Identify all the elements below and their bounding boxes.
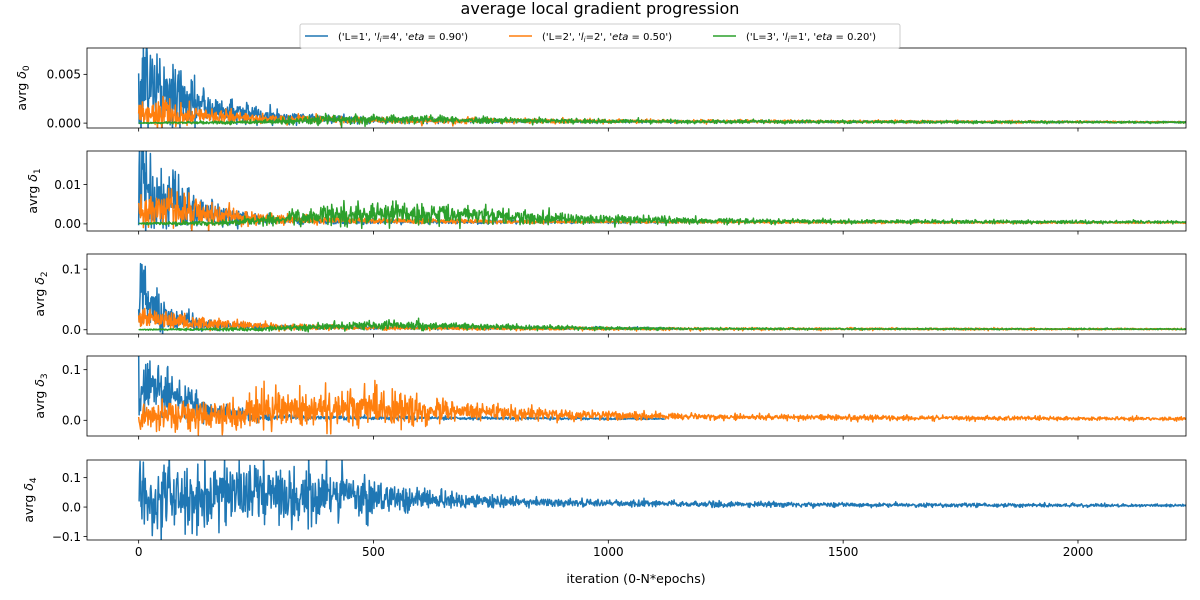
panel-1: 0.00 0.01 avrg δ1 bbox=[25, 150, 1187, 235]
x-axis-label: iteration (0-N*epochs) bbox=[566, 571, 705, 586]
series-line-3 bbox=[138, 199, 1186, 230]
legend-entry-3: ('L=3', 'li=1', 'eta = 0.20') bbox=[713, 32, 876, 44]
x-tick-label: 0 bbox=[135, 545, 143, 559]
axes-frame bbox=[86, 150, 1187, 232]
y-tick-label: −0.1 bbox=[52, 530, 81, 544]
y-tick-label: 0.000 bbox=[47, 116, 81, 130]
series-line-2 bbox=[137, 379, 1186, 436]
legend-label: ('L=2', 'li=2', 'eta = 0.50') bbox=[542, 32, 672, 44]
series-line-1 bbox=[138, 460, 1186, 540]
legend: ('L=1', 'li=4', 'eta = 0.90') ('L=2', 'li… bbox=[299, 23, 901, 49]
legend-label: ('L=3', 'li=1', 'eta = 0.20') bbox=[746, 32, 876, 44]
legend-label: ('L=1', 'li=4', 'eta = 0.90') bbox=[338, 32, 468, 44]
y-axis-label: avrg δ3 bbox=[32, 373, 50, 418]
legend-entry-1: ('L=1', 'li=4', 'eta = 0.90') bbox=[305, 32, 468, 44]
x-tick-label: 500 bbox=[362, 545, 385, 559]
y-tick-label: 0.1 bbox=[62, 471, 81, 485]
y-axis-label: avrg δ0 bbox=[14, 65, 32, 111]
x-tick-label: 1500 bbox=[828, 545, 859, 559]
chart-title: average local gradient progression bbox=[461, 0, 740, 18]
legend-box bbox=[299, 23, 901, 49]
series-line-3 bbox=[138, 317, 1186, 333]
y-tick-label: 0.1 bbox=[62, 262, 81, 276]
panel-4: −0.1 0.0 0.1 0 500 1000 1500 2000 avrg δ4 bbox=[21, 459, 1187, 559]
y-tick-label: 0.0 bbox=[62, 500, 81, 514]
panel-0: 0.000 0.005 avrg δ0 bbox=[14, 47, 1187, 132]
y-tick-label: 0.005 bbox=[47, 68, 81, 82]
legend-entry-2: ('L=2', 'li=2', 'eta = 0.50') bbox=[509, 32, 672, 44]
y-axis-label: avrg δ2 bbox=[32, 271, 50, 316]
y-tick-label: 0.1 bbox=[62, 363, 81, 377]
axes-frame bbox=[86, 355, 1187, 437]
panel-3: 0.0 0.1 avrg δ3 bbox=[32, 355, 1187, 440]
y-axis-label: avrg δ4 bbox=[21, 477, 39, 523]
y-tick-label: 0.0 bbox=[62, 323, 81, 337]
axes-frame bbox=[86, 459, 1187, 541]
y-tick-label: 0.01 bbox=[54, 178, 81, 192]
y-axis-label: avrg δ1 bbox=[25, 168, 43, 213]
x-tick-label: 2000 bbox=[1063, 545, 1094, 559]
panel-2: 0.0 0.1 avrg δ2 bbox=[32, 253, 1187, 338]
y-tick-label: 0.0 bbox=[62, 414, 81, 428]
axes-frame bbox=[86, 253, 1187, 335]
series-line-3 bbox=[138, 112, 1186, 128]
y-tick-label: 0.00 bbox=[54, 217, 81, 231]
x-tick-label: 1000 bbox=[593, 545, 624, 559]
